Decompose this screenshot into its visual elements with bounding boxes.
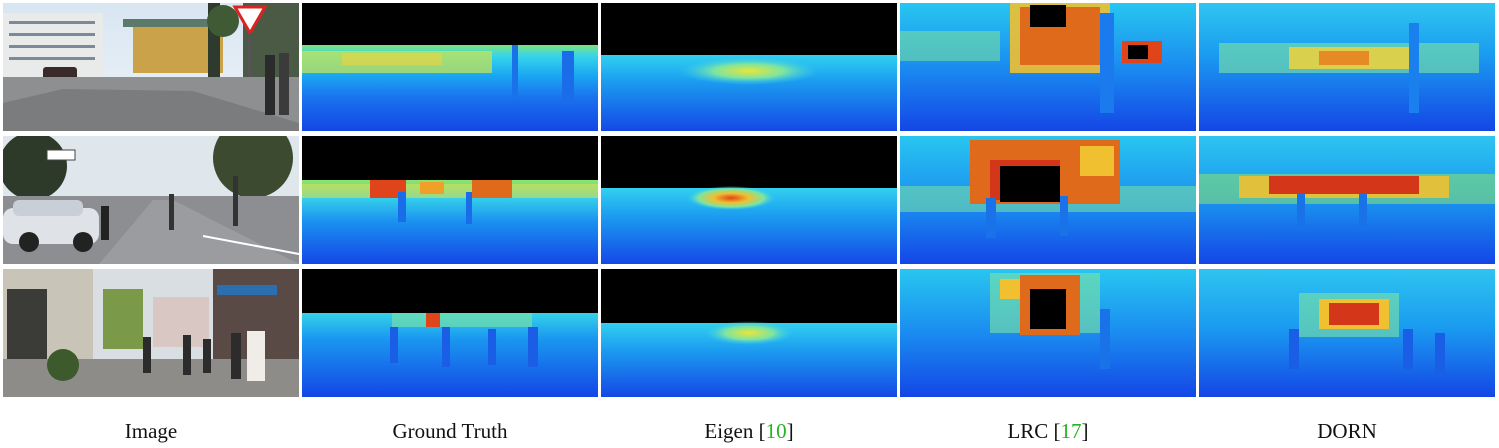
row1-dorn — [1199, 3, 1495, 131]
row1-ground-truth — [302, 3, 598, 131]
eigen-prediction-2 — [601, 136, 897, 264]
column-label-ground-truth: Ground Truth — [302, 418, 598, 444]
citation-link[interactable]: 10 — [765, 419, 787, 443]
eigen-prediction-1 — [601, 3, 897, 131]
row3-ground-truth — [302, 269, 598, 397]
column-label-dorn: DORN — [1199, 418, 1495, 444]
row3-dorn — [1199, 269, 1495, 397]
label-text: Image — [124, 419, 178, 443]
row2-dorn — [1199, 136, 1495, 264]
street-photo-2 — [3, 136, 299, 264]
label-text: Ground Truth — [392, 419, 508, 443]
lrc-prediction-1 — [900, 3, 1196, 131]
label-bracket: ] — [1081, 419, 1089, 443]
street-photo-3 — [3, 269, 299, 397]
dorn-prediction-1 — [1199, 3, 1495, 131]
column-label-image: Image — [3, 418, 299, 444]
row2-image — [3, 136, 299, 264]
street-photo-1 — [3, 3, 299, 131]
row2-eigen — [601, 136, 897, 264]
citation-link[interactable]: 17 — [1060, 419, 1082, 443]
ground-truth-depth-map-3 — [302, 269, 598, 397]
lrc-prediction-3 — [900, 269, 1196, 397]
row1-eigen — [601, 3, 897, 131]
label-text: LRC [ — [1007, 419, 1061, 443]
column-label-lrc: LRC [17] — [900, 418, 1196, 444]
ground-truth-depth-map-2 — [302, 136, 598, 264]
ground-truth-depth-map-1 — [302, 3, 598, 131]
row1-image — [3, 3, 299, 131]
dorn-prediction-2 — [1199, 136, 1495, 264]
row1-lrc — [900, 3, 1196, 131]
row2-lrc — [900, 136, 1196, 264]
column-label-eigen: Eigen [10] — [601, 418, 897, 444]
label-text: DORN — [1317, 419, 1377, 443]
row2-ground-truth — [302, 136, 598, 264]
row3-lrc — [900, 269, 1196, 397]
eigen-prediction-3 — [601, 269, 897, 397]
row3-eigen — [601, 269, 897, 397]
label-text: Eigen [ — [704, 419, 766, 443]
label-bracket: ] — [786, 419, 794, 443]
dorn-prediction-3 — [1199, 269, 1495, 397]
lrc-prediction-2 — [900, 136, 1196, 264]
row3-image — [3, 269, 299, 397]
